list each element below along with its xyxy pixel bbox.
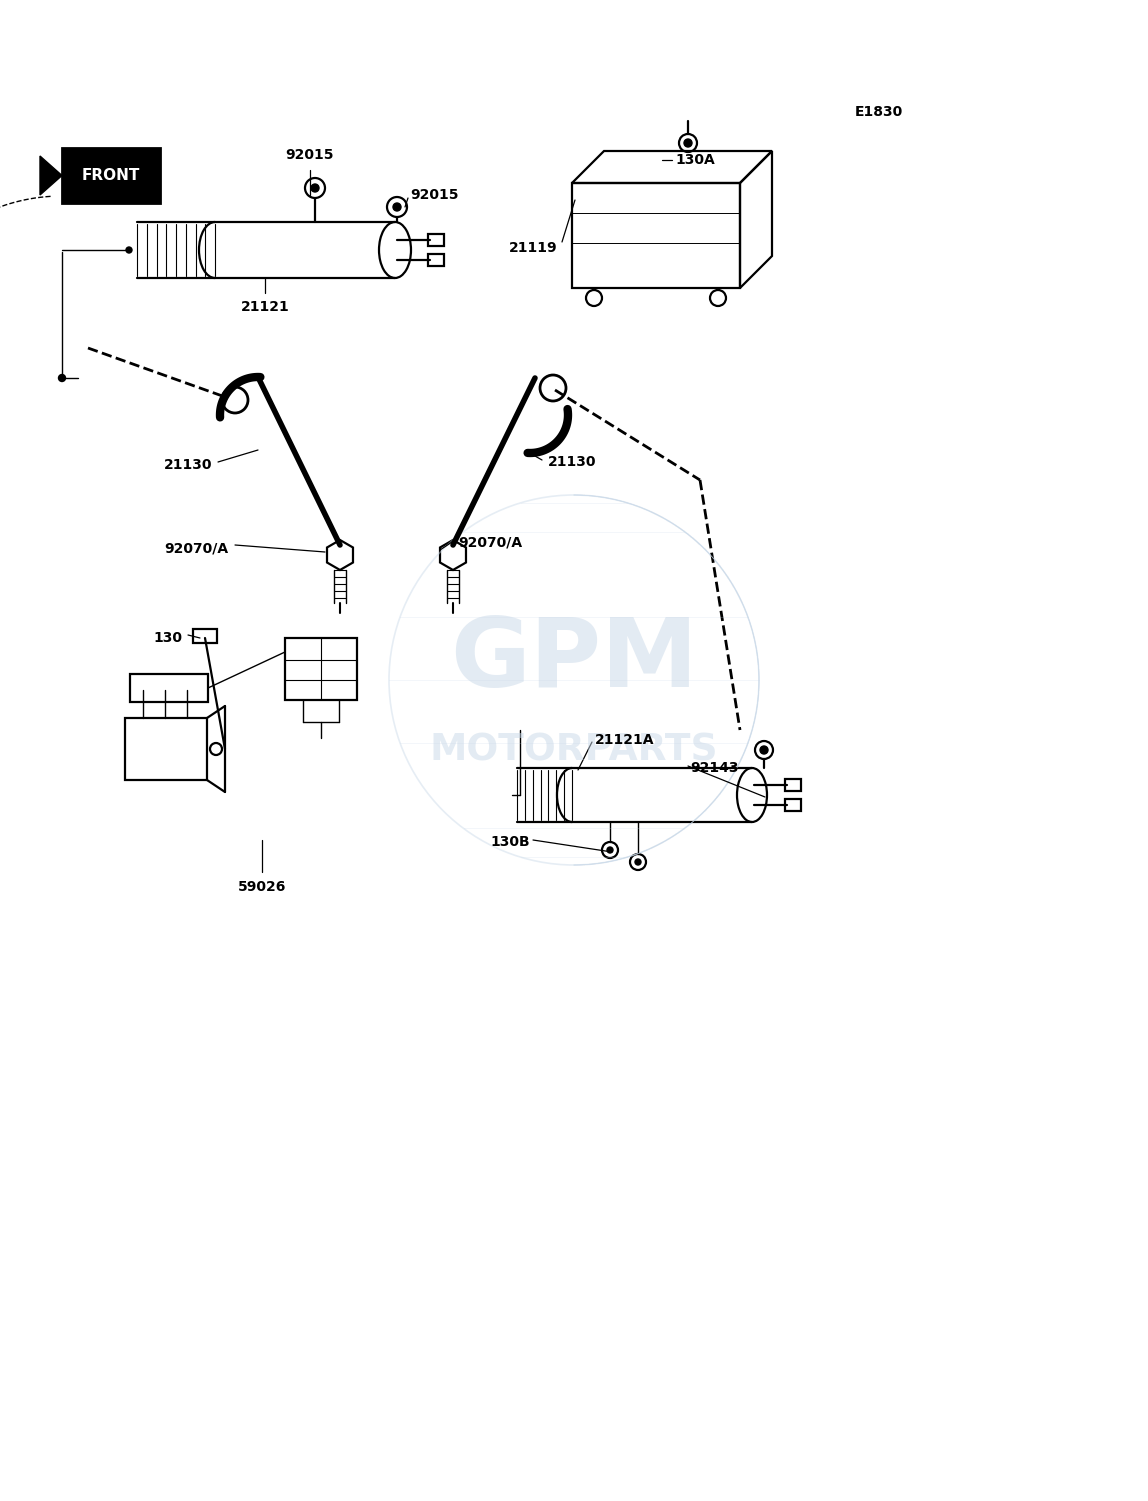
Text: 130A: 130A [675,153,715,167]
Bar [785,779,801,791]
Circle shape [635,859,641,865]
Text: GPM: GPM [450,614,698,707]
Bar [125,717,207,781]
Circle shape [393,203,401,212]
Text: 21121: 21121 [241,300,289,314]
Bar [130,674,208,702]
Circle shape [311,185,319,192]
Text: E1830: E1830 [855,105,903,119]
Bar [572,183,740,288]
Bar [428,254,444,266]
Circle shape [684,140,692,147]
Text: 92070/A: 92070/A [164,540,228,555]
Polygon shape [40,156,62,195]
Text: 21130: 21130 [548,455,597,468]
Circle shape [607,847,613,853]
Text: 130B: 130B [490,835,530,850]
Text: FRONT: FRONT [82,168,140,183]
Text: 21121A: 21121A [595,732,654,747]
Circle shape [126,248,132,254]
Circle shape [59,375,65,381]
Bar [785,799,801,811]
Bar [428,234,444,246]
Text: 130: 130 [153,630,183,645]
Bar [62,149,160,203]
Text: MOTORPARTS: MOTORPARTS [429,732,719,769]
Circle shape [760,746,768,754]
Text: 92015: 92015 [410,188,458,203]
Text: 92070/A: 92070/A [458,534,522,549]
Text: 21130: 21130 [163,458,212,471]
Bar [285,638,357,699]
Bar [193,629,217,642]
Text: 92143: 92143 [690,761,738,775]
Text: 21119: 21119 [510,242,558,255]
Text: 59026: 59026 [238,880,286,895]
Text: 92015: 92015 [286,149,334,162]
